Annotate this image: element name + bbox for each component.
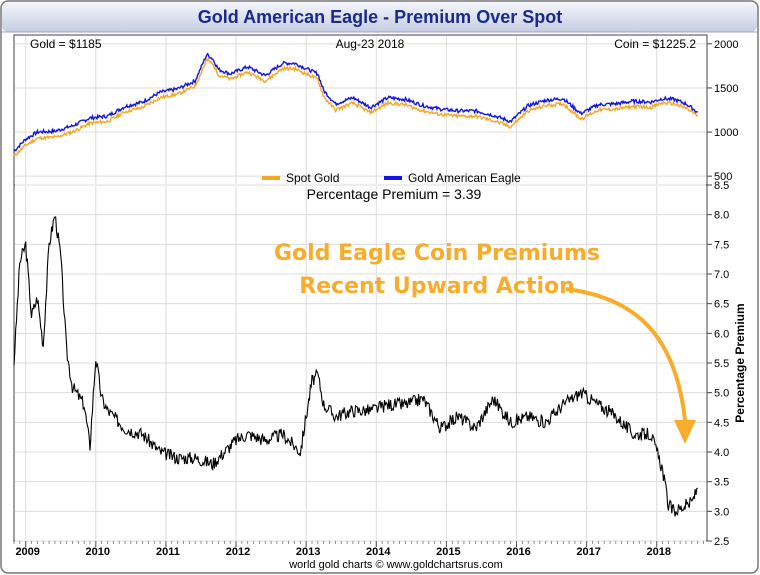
x-tick-label: 2016 (506, 546, 530, 558)
premium-title: Percentage Premium = 3.39 (307, 186, 482, 202)
bottom-y-tick-label: 7.5 (714, 239, 729, 251)
x-tick-label: 2014 (366, 546, 391, 558)
date-label: Aug-23 2018 (336, 37, 405, 51)
x-tick-label: 2011 (156, 546, 180, 558)
bottom-y-tick-label: 7.0 (714, 269, 729, 281)
bottom-y-tick-label: 3.5 (714, 477, 729, 489)
x-tick-label: 2013 (296, 546, 320, 558)
bottom-y-tick-label: 2.5 (714, 536, 729, 548)
top-series-lines (13, 52, 699, 156)
bottom-panel-grid (15, 184, 706, 542)
bottom-y-tick-label: 6.0 (714, 328, 729, 340)
bottom-y-tick-label: 5.0 (714, 388, 729, 400)
legend-swatch-eagle (384, 176, 402, 180)
bottom-y-tick-label: 8.5 (714, 180, 729, 192)
x-tick-label: 2015 (436, 546, 460, 558)
top-y-axis: 500 1000 1500 2000 (707, 39, 738, 183)
bottom-y-axis: 2.5 3.0 3.5 4.0 4.5 5.0 5.5 6.0 6.5 7.0 7.5 8.0 8.5 (707, 180, 729, 548)
line-gold-american-eagle (13, 52, 699, 152)
legend: Spot Gold Gold American Eagle (262, 171, 521, 185)
x-axis: 2009 2010 2011 2012 2013 2014 2015 2016 2017 2018 (13, 541, 704, 558)
annotation-line-1: Gold Eagle Coin Premiums (274, 241, 600, 266)
coin-price-label: Coin = $1225.2 (614, 37, 696, 51)
top-y-tick-label: 1500 (714, 83, 738, 95)
x-tick-label: 2009 (15, 546, 39, 558)
x-tick-label: 2010 (86, 546, 110, 558)
legend-label-spot: Spot Gold (286, 171, 339, 185)
annotation-line-2: Recent Upward Action (299, 274, 575, 299)
legend-swatch-spot (262, 176, 280, 180)
line-spot-gold (13, 57, 698, 156)
title-bar (2, 2, 757, 32)
bottom-y-tick-label: 8.0 (714, 210, 729, 222)
credit-text: world gold charts © www.goldchartsrus.co… (288, 559, 503, 571)
x-tick-label: 2012 (226, 546, 250, 558)
top-y-tick-label: 500 (714, 171, 732, 183)
gold-price-label: Gold = $1185 (30, 37, 102, 51)
legend-label-eagle: Gold American Eagle (408, 171, 521, 185)
annotation-arrow (565, 287, 687, 421)
top-y-tick-label: 2000 (714, 39, 738, 51)
bottom-y-tick-label: 6.5 (714, 299, 729, 311)
line-premium (13, 216, 698, 517)
bottom-y-tick-label: 5.5 (714, 358, 729, 370)
bottom-y-tick-label: 3.0 (714, 506, 729, 518)
premium-series-line (13, 216, 698, 517)
x-tick-label: 2018 (647, 546, 671, 558)
x-tick-label: 2017 (576, 546, 600, 558)
y-axis-title: Percentage Premium (733, 303, 747, 422)
annotation-arrowhead (674, 420, 696, 444)
bottom-y-tick-label: 4.0 (714, 447, 729, 459)
chart-title: Gold American Eagle - Premium Over Spot (198, 7, 562, 27)
bottom-y-tick-label: 4.5 (714, 417, 729, 429)
top-y-tick-label: 1000 (714, 127, 738, 139)
